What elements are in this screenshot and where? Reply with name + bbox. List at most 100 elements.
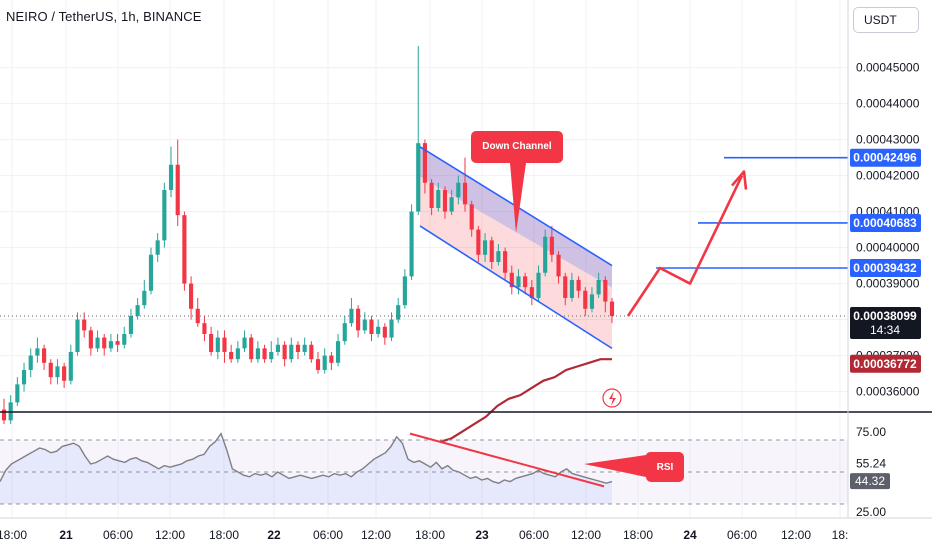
candle-body — [62, 366, 67, 381]
candle-body — [262, 348, 267, 360]
candle-body — [269, 351, 274, 360]
candle-body — [569, 279, 574, 298]
candle-body — [309, 344, 314, 360]
candle-body — [442, 189, 448, 212]
candle-body — [583, 290, 588, 309]
candle-body — [222, 337, 227, 352]
candle-body — [229, 351, 234, 360]
candle-body — [175, 164, 180, 216]
candle-body — [376, 326, 381, 334]
candle-body — [202, 323, 207, 334]
candle-body — [42, 348, 47, 363]
candle-body — [48, 362, 53, 378]
candle-body — [609, 301, 615, 316]
candle-body — [543, 236, 548, 273]
candle-body — [556, 254, 561, 277]
candle-body — [21, 369, 27, 385]
candle-body — [108, 341, 113, 349]
price-label-text: 0.00042496 — [853, 151, 917, 165]
candle-body — [462, 182, 468, 205]
candle-body — [416, 143, 421, 212]
candle-body — [396, 305, 401, 320]
ma-line — [439, 358, 612, 444]
y-tick-label: 0.00042000 — [856, 169, 920, 183]
candle-body — [122, 333, 127, 345]
candle-body — [242, 337, 247, 349]
candle-body — [295, 344, 301, 352]
candle-body — [35, 348, 40, 356]
candle-body — [489, 240, 494, 262]
x-tick-label: 12:00 — [155, 528, 185, 542]
candle-body — [322, 355, 327, 370]
candle-body — [482, 240, 488, 255]
candle-body — [329, 355, 334, 363]
y-tick-label: 0.00043000 — [856, 133, 920, 147]
candle-body — [1, 409, 7, 421]
candle-body — [369, 319, 374, 334]
rsi-tick-label: 55.24 — [856, 457, 886, 471]
y-tick-label: 0.00036000 — [856, 385, 920, 399]
channel-lower-line — [419, 225, 613, 350]
candle-body — [596, 279, 601, 295]
x-tick-label: 12:00 — [781, 528, 811, 542]
candle-body — [523, 276, 528, 288]
x-tick-label: 22 — [267, 528, 281, 542]
candle-body — [15, 384, 20, 403]
candle-body — [422, 143, 427, 183]
rsi-callout — [584, 451, 684, 482]
x-tick-label: 12:00 — [361, 528, 391, 542]
candle-body — [195, 308, 200, 324]
candle-body — [603, 279, 608, 302]
y-tick-label: 0.00040000 — [856, 241, 920, 255]
projection-arrowhead — [731, 170, 748, 190]
down-channel-callout — [471, 131, 563, 233]
x-tick-label: 18:00 — [0, 528, 27, 542]
candle-body — [402, 276, 407, 306]
candle-body — [82, 319, 87, 331]
rsi-tick-label: 75.00 — [856, 425, 886, 439]
candle-body — [456, 182, 461, 198]
candle-body — [209, 333, 214, 352]
y-tick-label: 0.00045000 — [856, 61, 920, 75]
price-label-badge — [850, 148, 921, 167]
candle-body — [509, 272, 514, 288]
candle-body — [255, 348, 260, 360]
candle-body — [68, 351, 73, 381]
price-label-badge — [850, 259, 921, 278]
candle-body — [382, 326, 387, 338]
candle-body — [282, 344, 287, 360]
y-tick-label: 0.00044000 — [856, 97, 920, 111]
candle-body — [362, 319, 367, 331]
candle-body — [409, 211, 414, 277]
x-tick-label: 23 — [475, 528, 489, 542]
x-tick-label: 24 — [683, 528, 697, 542]
candle-body — [135, 305, 140, 316]
currency-button[interactable]: USDT — [853, 7, 919, 33]
candle-body — [128, 315, 134, 334]
x-tick-label: 18:00 — [623, 528, 653, 542]
y-tick-label: 0.00039000 — [856, 277, 920, 291]
candle-body — [182, 215, 187, 284]
down-channel-label: Down Channel — [482, 141, 552, 152]
candle-body — [235, 348, 240, 360]
candle-body — [102, 337, 107, 349]
rsi-current-badge — [850, 473, 890, 490]
price-label-text: 0.00036772 — [853, 357, 917, 371]
countdown-label: 14:34 — [870, 323, 900, 337]
candle-body — [335, 341, 341, 363]
x-tick-label: 06:00 — [313, 528, 343, 542]
candle-body — [536, 272, 541, 298]
price-label-text: 0.00038099 — [853, 309, 917, 323]
x-tick-label: 18: — [832, 528, 849, 542]
candle-body — [476, 229, 481, 255]
candle-body — [576, 279, 581, 291]
rsi-current-text: 44.32 — [855, 474, 885, 488]
candle-body — [155, 240, 160, 255]
candle-body — [162, 189, 167, 241]
x-tick-label: 06:00 — [519, 528, 549, 542]
candle-body — [148, 254, 154, 291]
chart-title: NEIRO / TetherUS, 1h, BINANCE — [6, 9, 202, 24]
candle-body — [168, 164, 174, 190]
candle-body — [249, 337, 254, 360]
